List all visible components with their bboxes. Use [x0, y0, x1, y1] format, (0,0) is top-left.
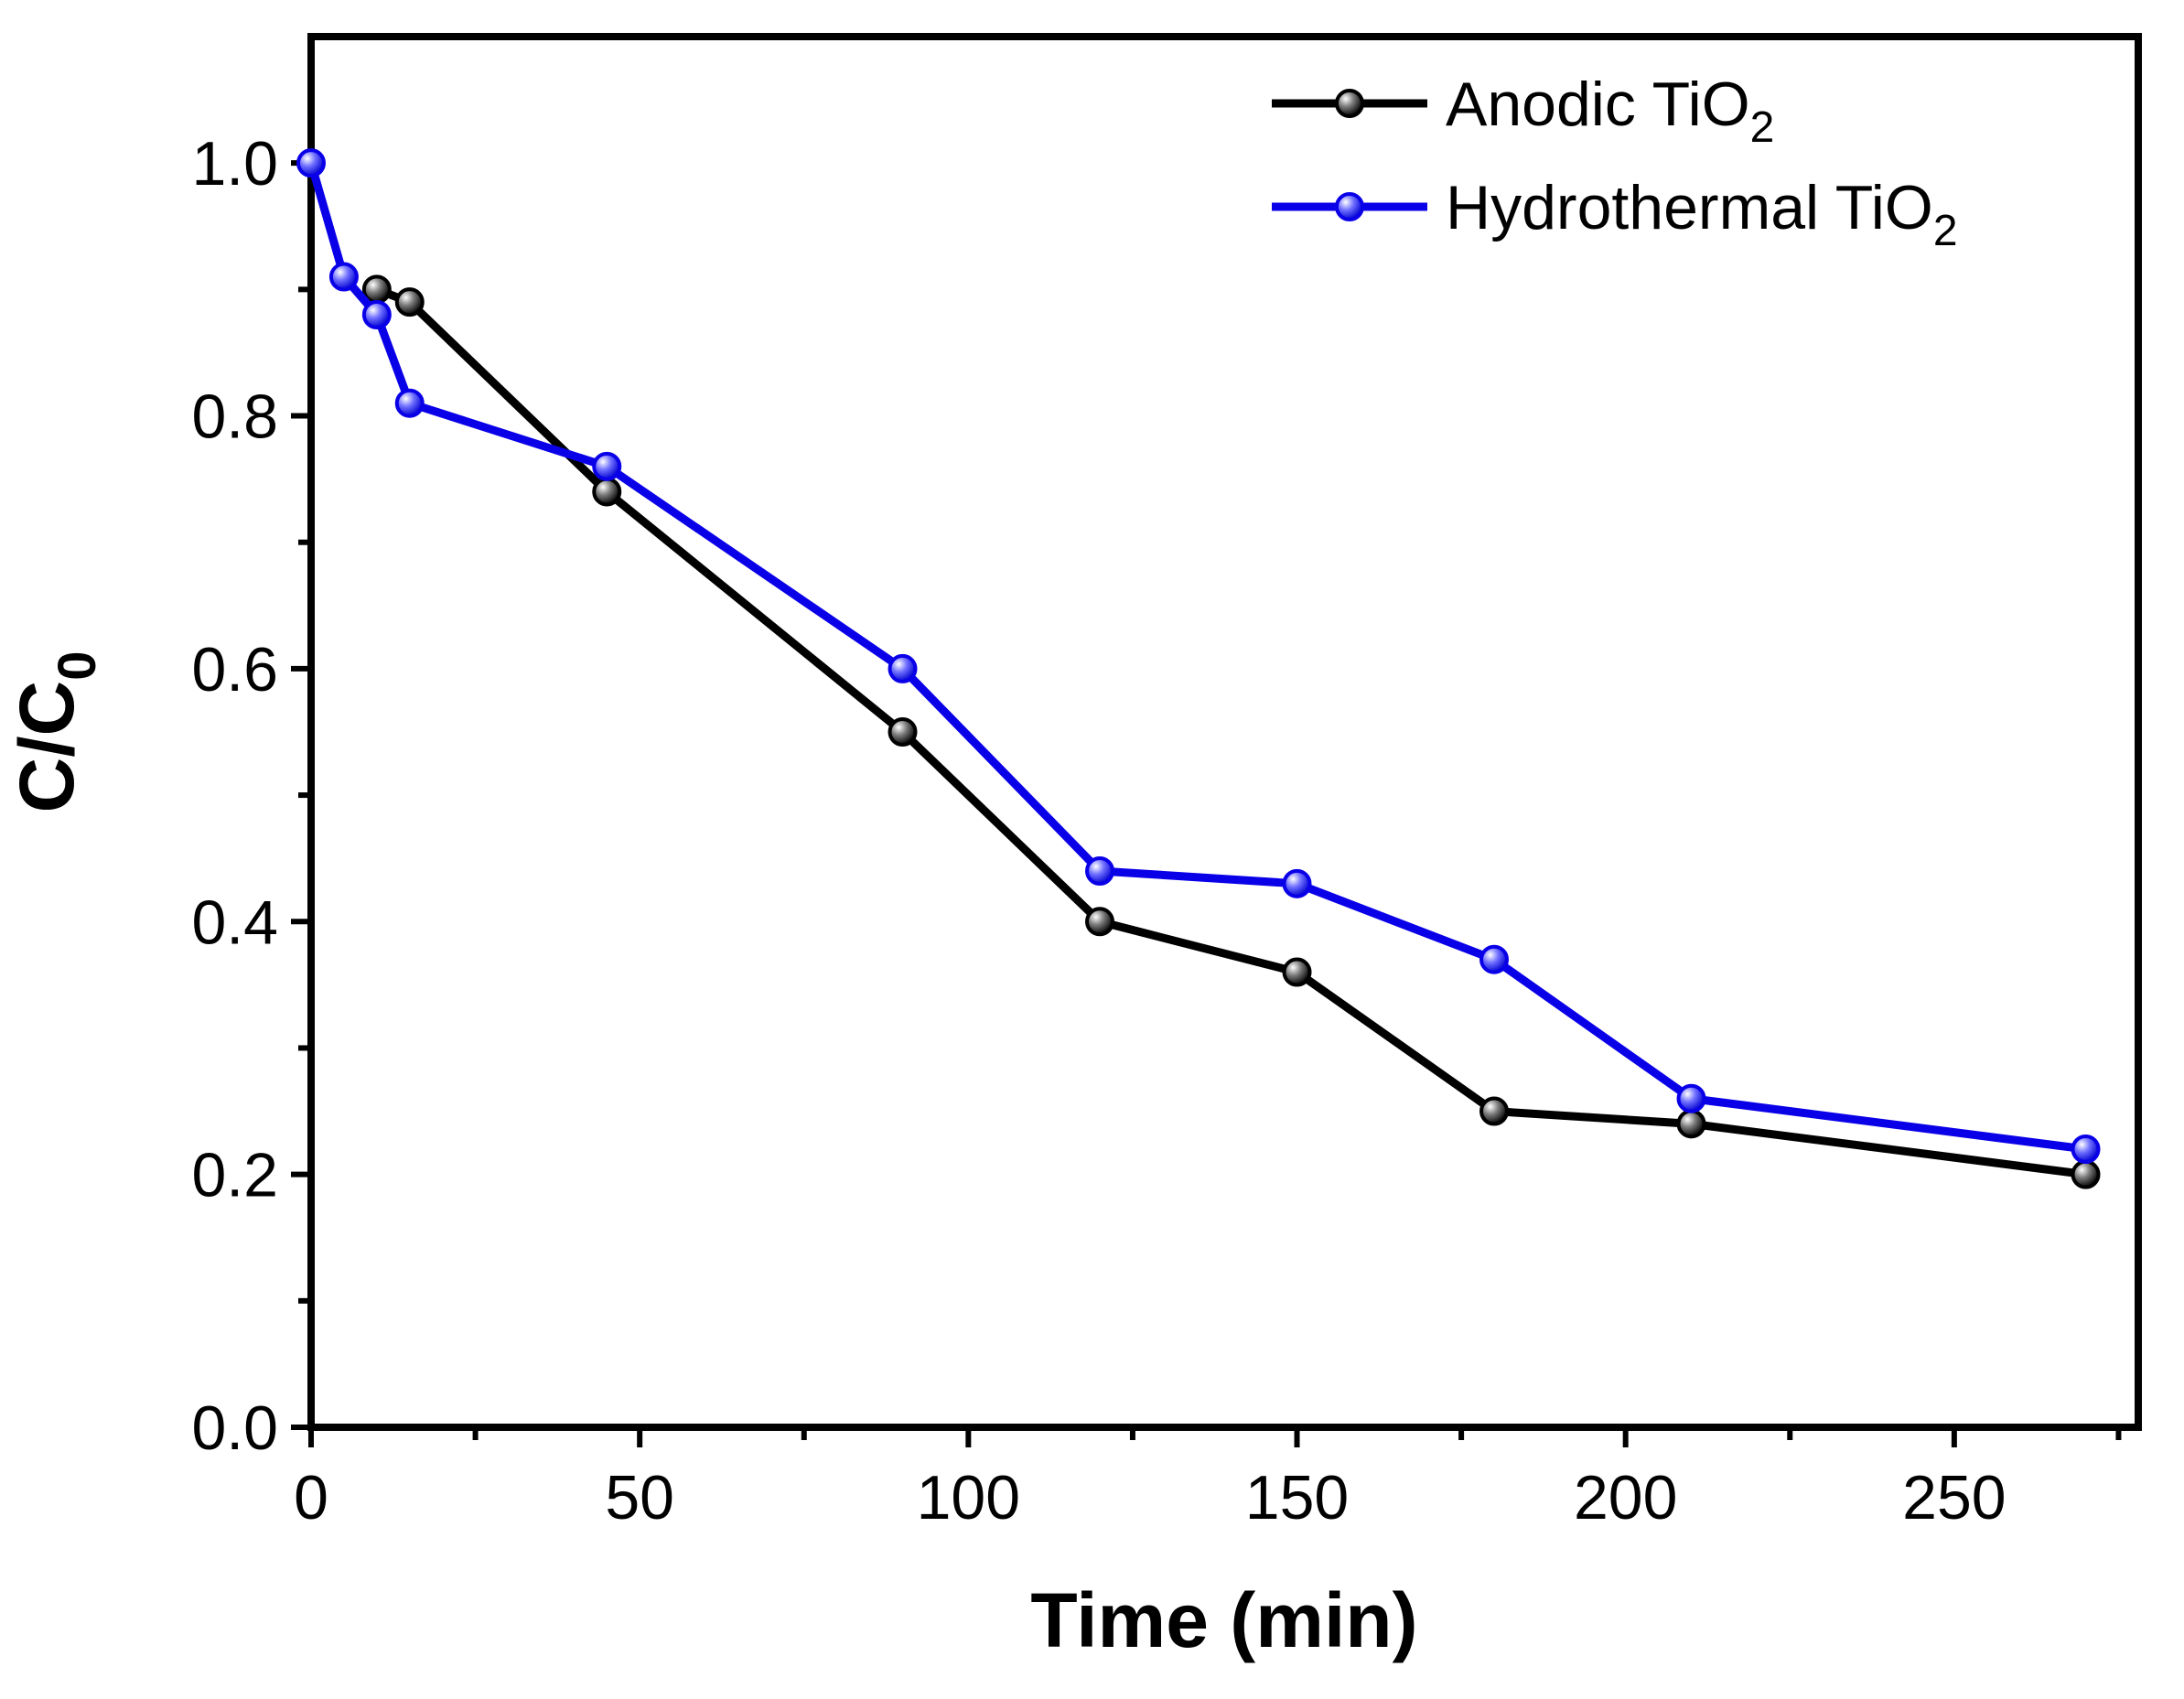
axis-ticks: [291, 160, 2122, 1447]
y-tick-label: 0.2: [191, 1141, 278, 1210]
x-tick-label: 50: [605, 1463, 674, 1532]
series-anodic: [361, 274, 2101, 1189]
data-point-hydrothermal: [328, 262, 359, 292]
series-line-hydrothermal: [307, 161, 2087, 1154]
data-point-hydrothermal: [361, 300, 392, 329]
data-point-anodic: [1282, 957, 1312, 987]
y-tick-label: 0.6: [191, 635, 278, 704]
y-axis-title-main: C/C: [4, 681, 90, 813]
data-point-anodic: [1085, 907, 1115, 937]
svg-text:Anodic TiO2: Anodic TiO2: [1446, 70, 1774, 152]
legend-marker-anodic: [1335, 89, 1364, 118]
data-point-hydrothermal: [1479, 944, 1510, 974]
data-point-hydrothermal: [2071, 1134, 2101, 1164]
series-line-anodic: [375, 285, 2087, 1179]
y-axis-title-subscript: 0: [48, 651, 107, 681]
x-tick-label: 150: [1245, 1463, 1349, 1532]
y-tick-label: 0.0: [191, 1393, 278, 1463]
legend-label-hydrothermal: Hydrothermal TiO: [1446, 173, 1933, 242]
y-tick-label: 1.0: [191, 129, 278, 199]
legend-item-anodic: Anodic TiO2: [1272, 70, 1774, 152]
x-tick-label: 0: [294, 1463, 328, 1532]
plot-area-frame: [307, 33, 2142, 1431]
y-axis-title: C/C0: [4, 651, 107, 813]
data-point-anodic: [394, 287, 425, 317]
x-axis-title: Time (min): [1030, 1577, 1417, 1663]
data-point-anodic: [2071, 1159, 2101, 1189]
svg-text:C/C0: C/C0: [4, 651, 107, 813]
axis-tick-labels: 0 50 100 150 200 250 0.0 0.2 0.4 0.6 0.8 1.0: [191, 129, 2006, 1532]
x-tick-label: 250: [1902, 1463, 2006, 1532]
data-point-hydrothermal: [888, 653, 918, 683]
y-tick-label: 0.4: [191, 887, 278, 957]
data-point-hydrothermal: [1676, 1083, 1706, 1113]
y-tick-label: 0.8: [191, 382, 278, 452]
legend: Anodic TiO2 Hydrothermal TiO2: [1272, 70, 1958, 255]
legend-marker-hydrothermal: [1335, 192, 1364, 221]
legend-item-hydrothermal: Hydrothermal TiO2: [1272, 173, 1958, 255]
data-point-hydrothermal: [296, 148, 326, 178]
series-hydrothermal: [296, 148, 2101, 1164]
data-point-anodic: [1479, 1096, 1510, 1126]
data-point-hydrothermal: [394, 388, 425, 418]
data-point-anodic: [1676, 1109, 1706, 1139]
data-point-anodic: [888, 717, 918, 747]
data-series: [296, 148, 2101, 1189]
x-tick-label: 100: [917, 1463, 1020, 1532]
data-point-anodic: [592, 477, 622, 507]
data-point-hydrothermal: [1282, 868, 1312, 898]
legend-label-anodic-subscript: 2: [1750, 103, 1775, 152]
data-point-hydrothermal: [1085, 856, 1115, 886]
legend-label-hydrothermal-subscript: 2: [1933, 207, 1958, 255]
svg-text:Hydrothermal TiO2: Hydrothermal TiO2: [1446, 173, 1958, 255]
x-tick-label: 200: [1574, 1463, 1677, 1532]
legend-label-anodic: Anodic TiO: [1446, 70, 1750, 139]
data-point-hydrothermal: [592, 451, 622, 481]
